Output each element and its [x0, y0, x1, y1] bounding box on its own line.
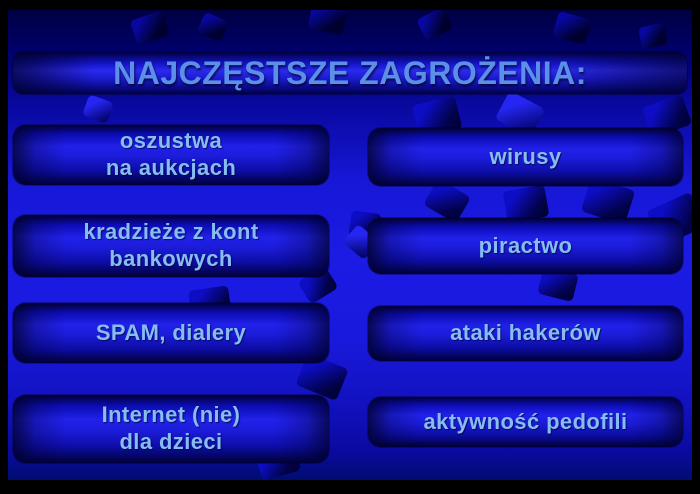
- slide-background: NAJCZĘSTSZE ZAGROŻENIA: oszustwa na aukc…: [8, 10, 692, 480]
- cube-decoration: [552, 10, 592, 46]
- cube-decoration: [196, 11, 230, 43]
- button-kradzieze-z-kont-bankowych[interactable]: kradzieże z kont bankowych: [13, 215, 329, 277]
- cube-decoration: [82, 94, 114, 124]
- button-piractwo[interactable]: piractwo: [368, 218, 683, 274]
- button-label: kradzieże z kont bankowych: [83, 219, 259, 271]
- cube-decoration: [129, 10, 171, 46]
- button-oszustwa-na-aukcjach[interactable]: oszustwa na aukcjach: [13, 125, 329, 185]
- button-wirusy[interactable]: wirusy: [368, 128, 683, 186]
- button-label: oszustwa na aukcjach: [105, 128, 237, 180]
- button-ataki-hakerow[interactable]: ataki hakerów: [368, 306, 683, 361]
- button-spam-dialery[interactable]: SPAM, dialery: [13, 303, 329, 363]
- button-label: Internet (nie) dla dzieci: [101, 402, 241, 454]
- cube-decoration: [416, 10, 454, 42]
- cube-decoration: [307, 10, 349, 36]
- slide-title-bar: NAJCZĘSTSZE ZAGROŻENIA:: [13, 52, 687, 94]
- button-label: aktywność pedofili: [423, 408, 628, 434]
- button-aktywnosc-pedofili[interactable]: aktywność pedofili: [368, 397, 683, 447]
- button-internet-nie-dla-dzieci[interactable]: Internet (nie) dla dzieci: [13, 395, 329, 463]
- button-label: wirusy: [489, 143, 562, 169]
- button-label: SPAM, dialery: [95, 319, 247, 345]
- cube-decoration: [637, 22, 669, 50]
- slide-title: NAJCZĘSTSZE ZAGROŻENIA:: [113, 54, 587, 91]
- button-label: piractwo: [478, 232, 573, 258]
- button-label: ataki hakerów: [450, 320, 601, 346]
